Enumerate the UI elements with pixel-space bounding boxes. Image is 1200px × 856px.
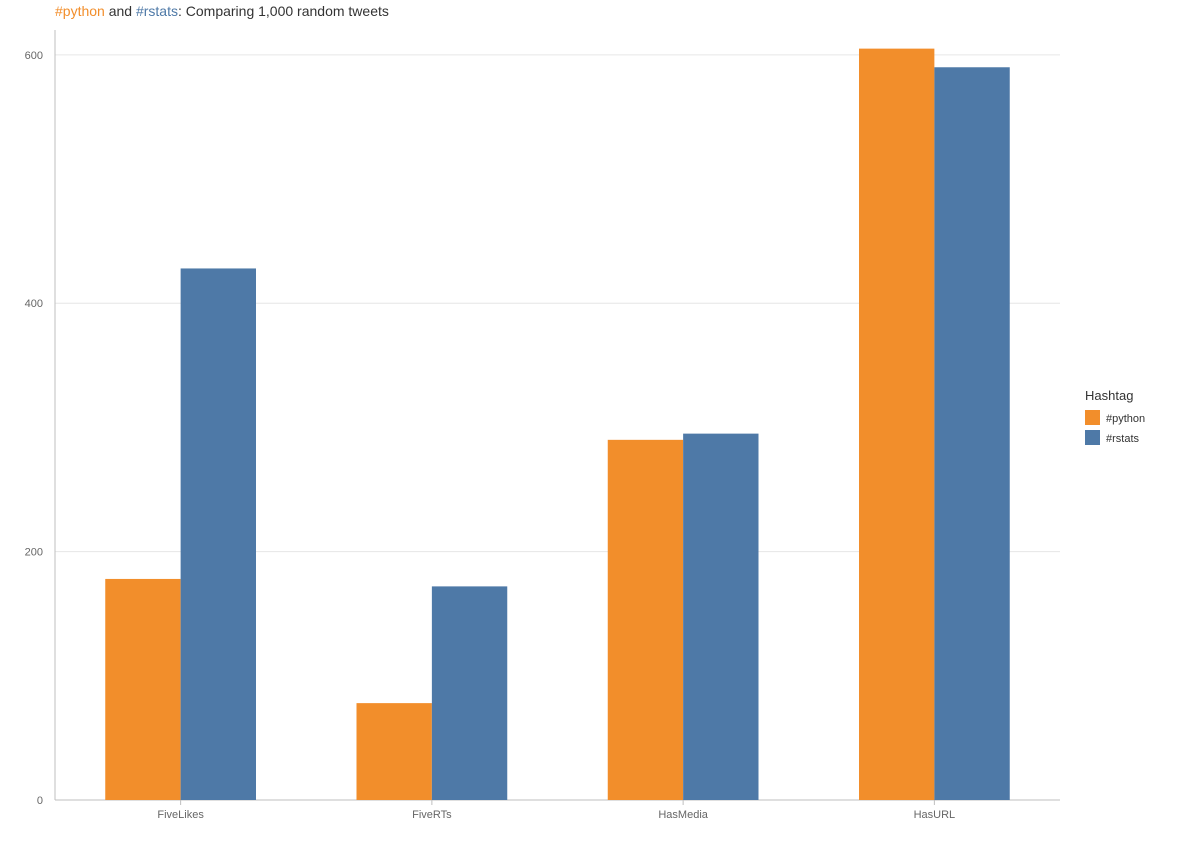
bar xyxy=(608,440,683,800)
bar xyxy=(357,703,432,800)
bar xyxy=(181,268,256,800)
bar xyxy=(432,586,507,800)
legend-label: #python xyxy=(1106,413,1145,425)
bar xyxy=(105,579,180,800)
x-tick-label: FiveLikes xyxy=(157,809,204,821)
y-tick-label: 400 xyxy=(25,298,43,310)
chart-container: 0 200 400 600 FiveLikes FiveRTs HasMedia HasURL… xyxy=(0,0,1200,856)
x-tick-label: FiveRTs xyxy=(412,809,452,821)
legend-swatch xyxy=(1085,410,1100,425)
bar xyxy=(683,434,758,800)
legend-label: #rstats xyxy=(1106,433,1140,445)
y-tick-label: 600 xyxy=(25,50,43,62)
y-tick-label: 0 xyxy=(37,795,43,807)
y-tick-label: 200 xyxy=(25,547,43,559)
chart-title: #python and #rstats: Comparing 1,000 ran… xyxy=(55,3,389,19)
legend-title: Hashtag xyxy=(1085,388,1133,403)
chart-svg: 0 200 400 600 FiveLikes FiveRTs HasMedia HasURL… xyxy=(0,0,1200,856)
bar xyxy=(934,67,1009,800)
bar xyxy=(859,49,934,800)
x-tick-label: HasURL xyxy=(914,809,956,821)
x-tick-label: HasMedia xyxy=(658,809,708,821)
legend-swatch xyxy=(1085,430,1100,445)
